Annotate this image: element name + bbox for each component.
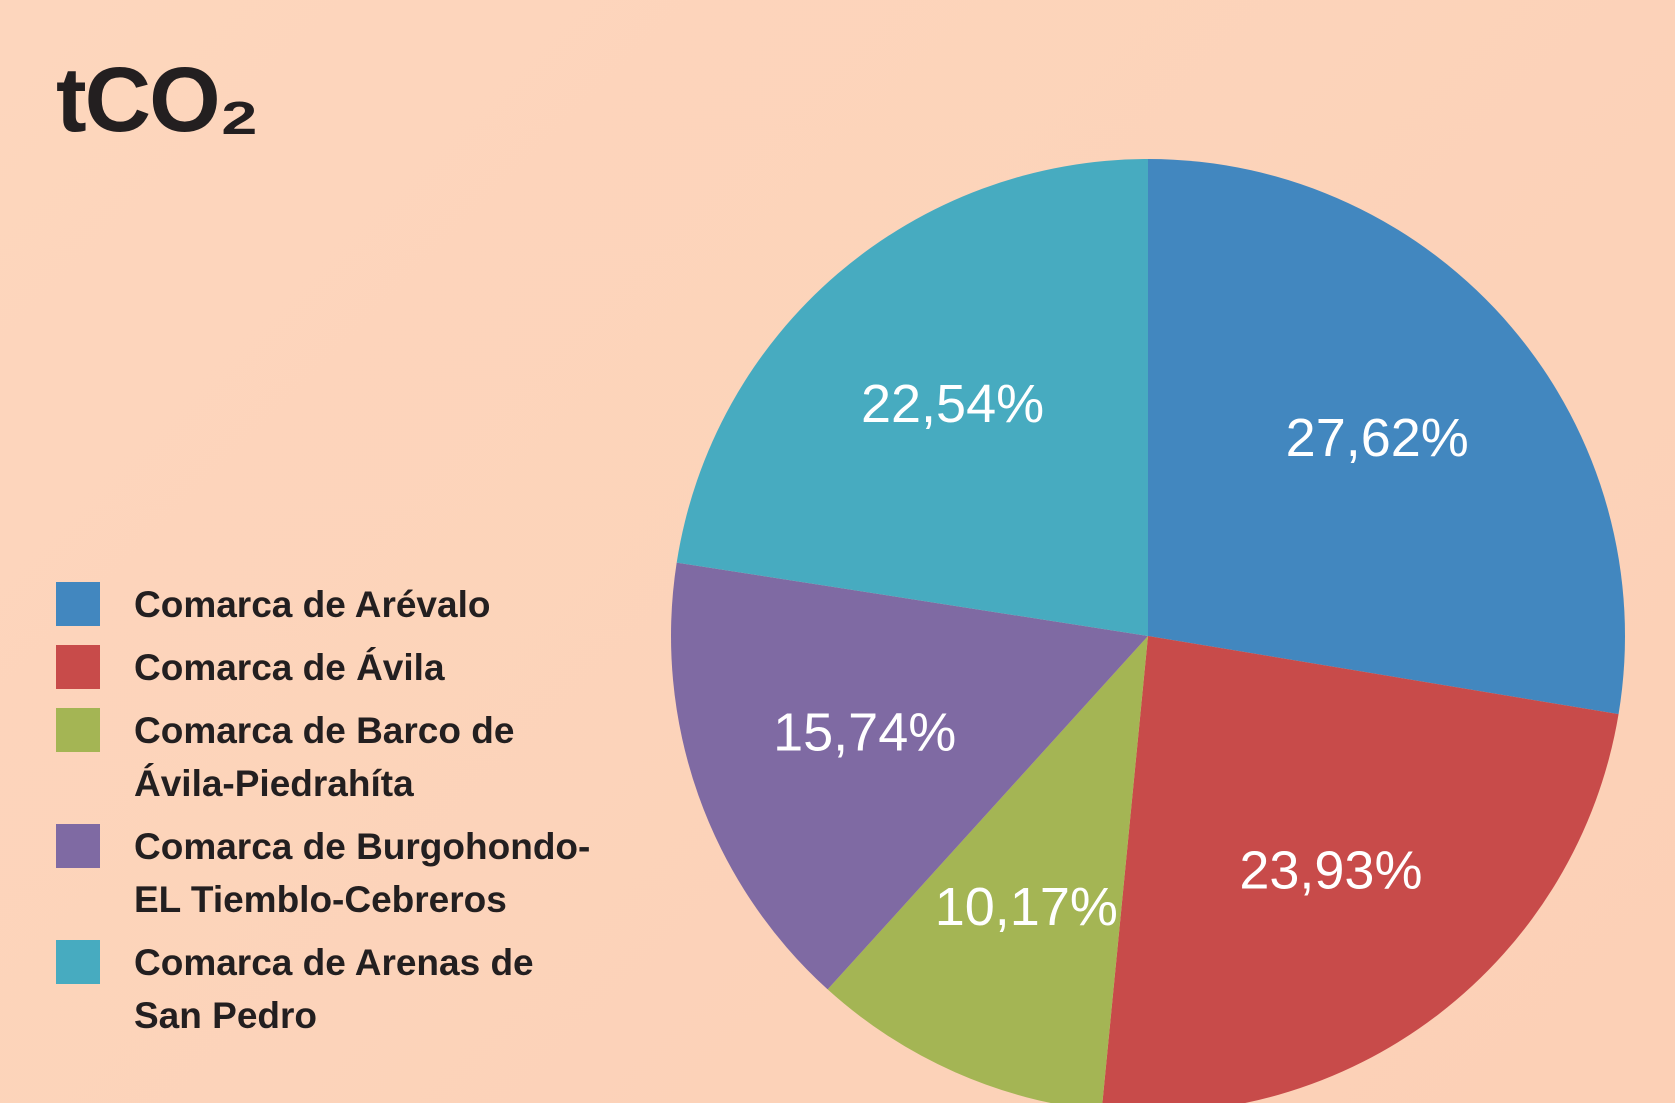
data-label: 23,93% [1239,841,1422,901]
legend-swatch [56,645,100,689]
legend-item: Comarca de Barco de Ávila-Piedrahíta [56,708,616,810]
legend-label: Comarca de Arenas de San Pedro [134,942,534,1036]
pie-slice [1148,159,1625,715]
legend-swatch [56,824,100,868]
legend: Comarca de Arévalo Comarca de Ávila Comarc… [56,582,616,1056]
data-label: 27,62% [1286,408,1469,468]
chart-title: tCO₂ [56,49,260,151]
data-label: 15,74% [773,702,956,762]
pie-slice [670,562,1148,990]
legend-label: Comarca de Arévalo [134,584,491,625]
legend-swatch [56,708,100,752]
legend-swatch [56,940,100,984]
pie-slice [1102,636,1619,1103]
legend-label: Comarca de Barco de Ávila-Piedrahíta [134,710,515,804]
pie-slice [676,159,1148,636]
data-label: 22,54% [861,374,1044,434]
legend-label: Comarca de Ávila [134,647,445,688]
pie-slice [827,636,1148,1103]
data-label: 10,17% [935,877,1118,937]
legend-item: Comarca de Ávila [56,645,616,694]
legend-item: Comarca de Burgohondo-EL Tiemblo-Cebrero… [56,824,616,926]
legend-swatch [56,582,100,626]
legend-label: Comarca de Burgohondo-EL Tiemblo-Cebrero… [134,826,591,920]
legend-item: Comarca de Arévalo [56,582,616,631]
legend-item: Comarca de Arenas de San Pedro [56,940,616,1042]
